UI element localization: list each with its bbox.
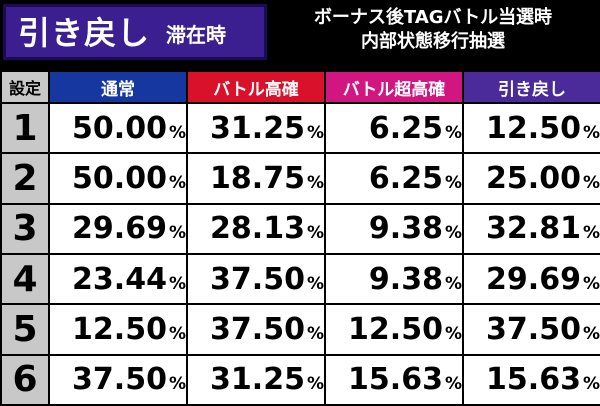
probability-value: 50.00 xyxy=(72,160,167,196)
probability-cell: 31.25% xyxy=(186,101,326,155)
percent-sign: % xyxy=(444,223,462,244)
percent-sign: % xyxy=(306,122,324,143)
probability-cell: 23.44% xyxy=(48,252,188,306)
probability-cell: 6.25% xyxy=(324,152,464,205)
title-line-1: ボーナス後TAGバトル当選時 xyxy=(313,7,553,28)
probability-cell: 37.50% xyxy=(462,303,600,356)
column-header-pullback: 引き戻し xyxy=(462,70,600,104)
percent-sign: % xyxy=(306,273,324,294)
percent-sign: % xyxy=(168,374,186,395)
probability-cell: 50.00% xyxy=(48,101,188,155)
percent-sign: % xyxy=(582,172,600,193)
probability-value: 6.25 xyxy=(368,160,443,196)
probability-value: 50.00 xyxy=(72,110,167,146)
probability-cell: 31.25% xyxy=(186,353,326,406)
probability-value: 37.50 xyxy=(486,311,581,347)
column-header-setting: 設定 xyxy=(0,70,50,104)
column-header-normal: 通常 xyxy=(48,70,188,104)
probability-cell: 18.75% xyxy=(186,152,326,205)
probability-value: 18.75 xyxy=(210,160,305,196)
probability-value: 12.50 xyxy=(348,311,443,347)
probability-cell: 9.38% xyxy=(324,202,464,255)
percent-sign: % xyxy=(306,374,324,395)
table-row: 4 23.44% 37.50% 9.38% 29.69% xyxy=(0,252,600,306)
percent-sign: % xyxy=(444,374,462,395)
setting-number: 6 xyxy=(0,353,50,406)
probability-value: 9.38 xyxy=(368,261,443,297)
probability-cell: 50.00% xyxy=(48,152,188,205)
header-bar: 引き戻し 滞在時 ボーナス後TAGバトル当選時 内部状態移行抽選 xyxy=(0,0,600,70)
probability-cell: 29.69% xyxy=(48,202,188,255)
percent-sign: % xyxy=(582,122,600,143)
probability-value: 31.25 xyxy=(210,110,305,146)
table-body: 1 50.00% 31.25% 6.25% 12.50% 2 50.00% 18.75% 6.2… xyxy=(0,101,600,406)
table-row: 5 12.50% 37.50% 12.50% 37.50% xyxy=(0,303,600,356)
percent-sign: % xyxy=(444,323,462,344)
table-row: 3 29.69% 28.13% 9.38% 32.81% xyxy=(0,202,600,255)
percent-sign: % xyxy=(444,122,462,143)
probability-value: 37.50 xyxy=(210,261,305,297)
percent-sign: % xyxy=(168,223,186,244)
percent-sign: % xyxy=(444,172,462,193)
badge-main-label: 引き戻し xyxy=(18,14,151,52)
setting-number: 4 xyxy=(0,252,50,306)
probability-value: 28.13 xyxy=(210,211,305,247)
probability-value: 29.69 xyxy=(72,211,167,247)
probability-value: 25.00 xyxy=(486,160,581,196)
percent-sign: % xyxy=(168,172,186,193)
probability-value: 9.38 xyxy=(368,211,443,247)
percent-sign: % xyxy=(168,273,186,294)
percent-sign: % xyxy=(168,122,186,143)
setting-number: 2 xyxy=(0,152,50,205)
probability-cell: 28.13% xyxy=(186,202,326,255)
column-header-battle-super-high: バトル超高確 xyxy=(324,70,464,104)
table-row: 6 37.50% 31.25% 15.63% 15.63% xyxy=(0,353,600,406)
probability-table: 設定 通常 バトル高確 バトル超高確 引き戻し 1 50.00% 31.25% 6.2… xyxy=(0,70,600,406)
probability-value: 12.50 xyxy=(72,311,167,347)
probability-value: 12.50 xyxy=(486,110,581,146)
percent-sign: % xyxy=(582,223,600,244)
percent-sign: % xyxy=(444,273,462,294)
probability-value: 29.69 xyxy=(486,261,581,297)
probability-value: 37.50 xyxy=(210,311,305,347)
probability-cell: 15.63% xyxy=(462,353,600,406)
probability-cell: 32.81% xyxy=(462,202,600,255)
percent-sign: % xyxy=(306,172,324,193)
table-header-row: 設定 通常 バトル高確 バトル超高確 引き戻し xyxy=(0,70,600,104)
probability-cell: 12.50% xyxy=(462,101,600,155)
probability-value: 15.63 xyxy=(486,362,581,398)
probability-cell: 15.63% xyxy=(324,353,464,406)
setting-number: 1 xyxy=(0,101,50,155)
table-row: 2 50.00% 18.75% 6.25% 25.00% xyxy=(0,152,600,205)
badge-sub-label: 滞在時 xyxy=(166,23,226,47)
probability-cell: 37.50% xyxy=(186,252,326,306)
probability-cell: 29.69% xyxy=(462,252,600,306)
setting-number: 3 xyxy=(0,202,50,255)
column-header-battle-high: バトル高確 xyxy=(186,70,326,104)
probability-value: 31.25 xyxy=(210,362,305,398)
probability-cell: 6.25% xyxy=(324,101,464,155)
page-title: ボーナス後TAGバトル当選時 内部状態移行抽選 xyxy=(268,6,598,54)
percent-sign: % xyxy=(582,273,600,294)
percent-sign: % xyxy=(582,374,600,395)
probability-cell: 12.50% xyxy=(324,303,464,356)
setting-number: 5 xyxy=(0,303,50,356)
probability-cell: 25.00% xyxy=(462,152,600,205)
table-row: 1 50.00% 31.25% 6.25% 12.50% xyxy=(0,101,600,155)
probability-cell: 12.50% xyxy=(48,303,188,356)
probability-cell: 9.38% xyxy=(324,252,464,306)
mode-badge: 引き戻し 滞在時 xyxy=(3,4,267,60)
probability-value: 6.25 xyxy=(368,110,443,146)
percent-sign: % xyxy=(168,323,186,344)
percent-sign: % xyxy=(306,323,324,344)
title-line-2: 内部状態移行抽選 xyxy=(361,31,505,52)
percent-sign: % xyxy=(306,223,324,244)
percent-sign: % xyxy=(582,323,600,344)
probability-cell: 37.50% xyxy=(48,353,188,406)
probability-value: 15.63 xyxy=(348,362,443,398)
probability-cell: 37.50% xyxy=(186,303,326,356)
probability-value: 32.81 xyxy=(486,211,581,247)
probability-value: 37.50 xyxy=(72,362,167,398)
probability-value: 23.44 xyxy=(72,261,167,297)
